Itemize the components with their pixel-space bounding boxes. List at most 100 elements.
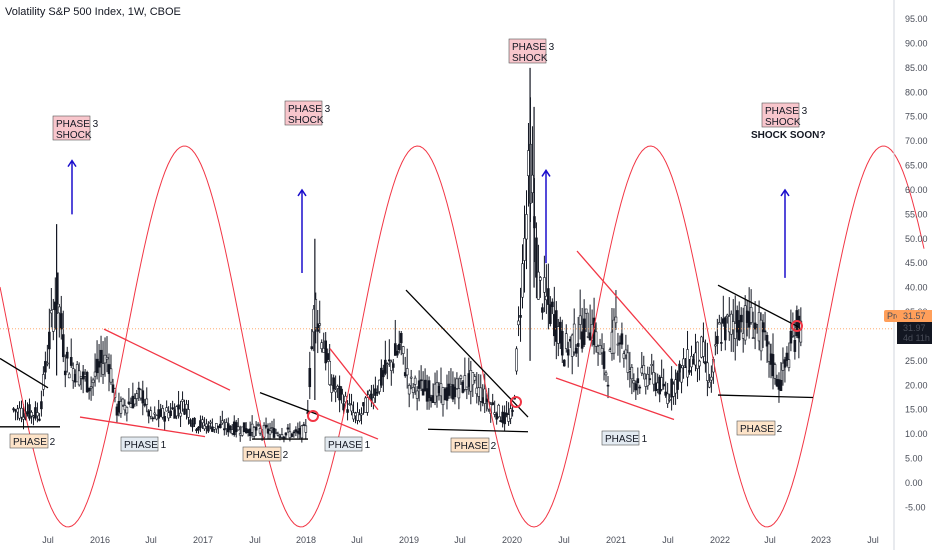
candle-body: [572, 323, 576, 353]
candle-body: [447, 383, 451, 396]
candle-body: [262, 425, 266, 438]
candle-body: [93, 371, 97, 377]
phase2-label: PHASE 2: [454, 441, 497, 452]
candle-body: [384, 359, 387, 374]
candle-body: [101, 363, 105, 375]
phase3-shock-label: PHASE 3: [512, 42, 555, 53]
candle-body: [417, 380, 421, 389]
candle-body: [666, 393, 669, 404]
price-tick-label: 25.00: [905, 356, 928, 366]
phase2-box: [450, 437, 490, 453]
price-tick-label: -5.00: [905, 502, 926, 512]
candle-body: [648, 378, 652, 381]
candle-body: [332, 377, 335, 390]
time-tick-label: 2017: [193, 535, 213, 545]
candle-body: [346, 409, 349, 413]
candle-body: [149, 410, 153, 417]
candle-body: [209, 421, 212, 424]
candle-body: [294, 429, 298, 432]
candle-body: [541, 307, 544, 313]
trendline[interactable]: [555, 377, 675, 421]
pre-tag-label: Pre: [887, 311, 901, 321]
candle-body: [185, 403, 188, 410]
candle-body: [457, 388, 461, 399]
candle-body: [65, 351, 69, 359]
candle-body: [38, 418, 41, 421]
candle-body: [737, 320, 741, 341]
candle-body: [405, 368, 409, 376]
pre-value-tag: [897, 310, 932, 322]
candle-body: [252, 427, 256, 437]
candle-body: [517, 320, 520, 326]
phase3-shock-label: PHASE 3: [56, 119, 99, 130]
candle-body: [85, 372, 89, 393]
up-arrow-head-icon: [780, 188, 790, 197]
candle-body: [638, 386, 642, 389]
candle-body: [566, 349, 570, 356]
trendline[interactable]: [576, 250, 678, 367]
candle-body: [324, 340, 327, 364]
candle-body: [773, 364, 777, 379]
price-tick-label: 90.00: [905, 38, 928, 48]
trendline[interactable]: [717, 394, 814, 399]
candle-body: [316, 323, 320, 332]
price-tick-label: 15.00: [905, 405, 928, 415]
candle-body: [511, 410, 514, 412]
candle-body: [708, 381, 711, 388]
candle-body: [395, 350, 399, 356]
candle-body: [676, 372, 679, 390]
candle-body: [183, 408, 186, 415]
candle-body: [59, 313, 63, 330]
candle-body: [256, 424, 260, 426]
trendline[interactable]: [717, 284, 799, 328]
candle-body: [535, 237, 538, 278]
candle-body: [386, 363, 389, 365]
candle-body: [97, 361, 101, 368]
candle-body: [537, 271, 540, 300]
trendline[interactable]: [405, 289, 529, 418]
candle-body: [197, 426, 200, 431]
candle-body: [785, 352, 789, 361]
trendline[interactable]: [329, 348, 379, 411]
candle-body: [268, 430, 272, 435]
candle-body: [632, 380, 636, 384]
candle-body: [368, 390, 371, 396]
candle-body: [20, 407, 23, 418]
trendline[interactable]: [317, 414, 379, 440]
candle-body: [413, 377, 417, 385]
candle-body: [624, 349, 628, 356]
trendline[interactable]: [259, 392, 319, 416]
candle-body: [48, 331, 51, 350]
price-tick-label: 20.00: [905, 380, 928, 390]
candle-body: [360, 413, 363, 416]
time-axis[interactable]: Jul 2016 Jul 2017 Jul 2018 Jul 2019 Jul 2020 Jul 20…: [42, 535, 879, 545]
candle-body: [718, 322, 721, 325]
candle-body: [789, 330, 793, 344]
candle-body: [602, 351, 606, 369]
candle-body: [393, 343, 397, 356]
candle-body: [171, 407, 174, 410]
candle-body: [57, 306, 61, 314]
price-tick-label: 85.00: [905, 63, 928, 73]
phase3-shock-box: [52, 115, 91, 141]
candle-body: [739, 314, 743, 323]
price-tick-label: 55.00: [905, 209, 928, 219]
candle-body: [187, 409, 190, 418]
phase2-box: [242, 446, 282, 462]
candle-body: [205, 423, 208, 427]
trendline[interactable]: [0, 357, 49, 389]
candle-body: [201, 419, 204, 424]
candle-body: [127, 401, 131, 405]
candle-body: [549, 304, 552, 324]
trendline[interactable]: [79, 416, 206, 438]
price-axis[interactable]: 95.00 90.00 85.00 80.00 75.00 70.00 65.00 60.00…: [884, 14, 932, 512]
candle-body: [763, 330, 767, 333]
candle-body: [519, 315, 522, 318]
trendline[interactable]: [103, 328, 231, 391]
candle-body: [191, 423, 194, 428]
candle-body: [479, 387, 483, 402]
candle-body: [42, 374, 45, 390]
trendline[interactable]: [427, 428, 529, 433]
candle-body: [254, 426, 258, 431]
